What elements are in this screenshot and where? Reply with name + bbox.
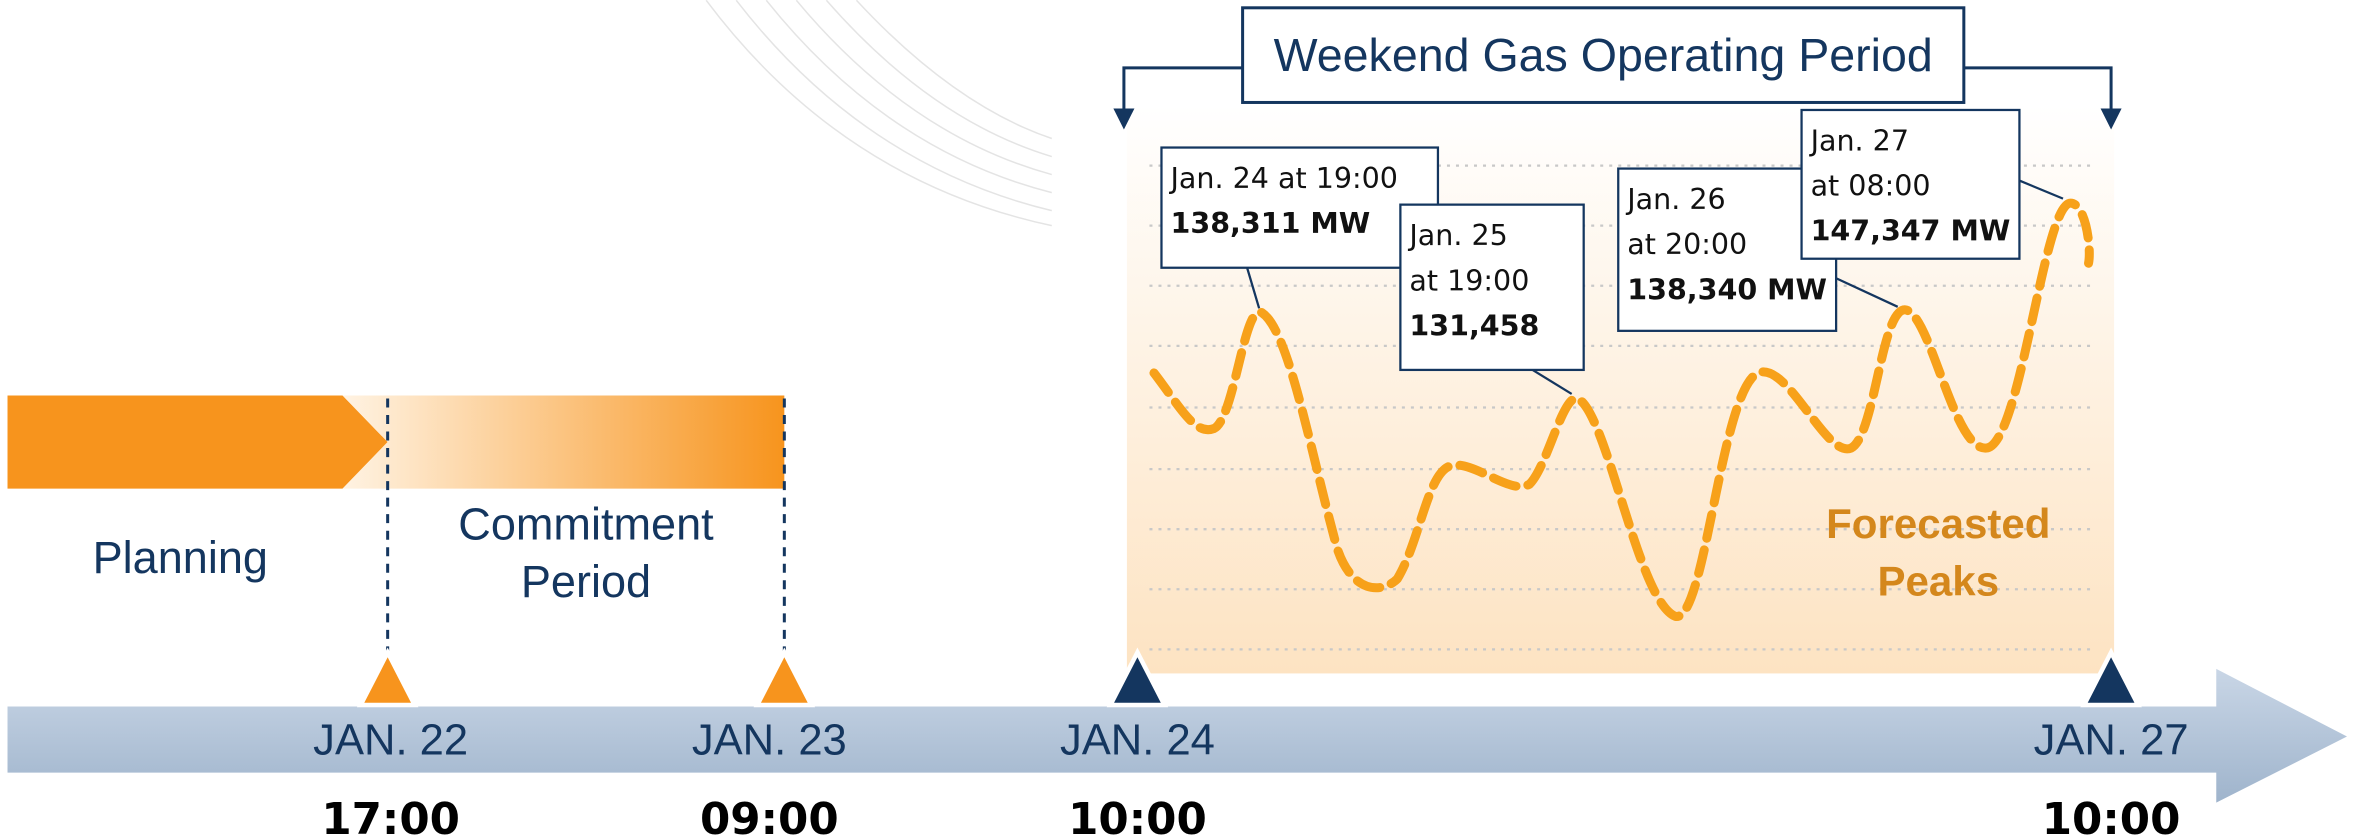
callout-text: Jan. 24 at 19:00: [1168, 162, 1397, 195]
decor-arcs: [705, 0, 1053, 227]
callout-box: [1160, 146, 1440, 269]
callout-leader: [1532, 368, 1573, 395]
callout-text: at 20:00: [1627, 228, 1747, 261]
phase-label: Planning: [93, 532, 268, 583]
milestone-marker: [1106, 647, 1169, 708]
bracket-arrow: [1113, 108, 1135, 130]
milestone-time: 17:00: [321, 795, 460, 839]
forecast-label: Peaks: [1877, 557, 1999, 604]
callout-text: Jan. 27: [1809, 125, 1909, 158]
phase-label: Commitment: [458, 499, 714, 550]
callout-leader: [1835, 277, 1899, 308]
milestone-marker: [356, 647, 419, 708]
milestone-time: 10:00: [1068, 795, 1207, 839]
milestone-marker: [753, 647, 816, 708]
milestone-date: JAN. 22: [313, 717, 468, 765]
milestone-date: JAN. 23: [692, 717, 847, 765]
milestone-date: JAN. 24: [1060, 717, 1215, 765]
phase-label: Period: [521, 556, 651, 607]
milestone-marker: [2080, 647, 2142, 708]
callout-value: 147,347 MW: [1811, 215, 2011, 248]
timeline-arrow: [7, 668, 2347, 803]
callout-value: 131,458: [1409, 309, 1539, 342]
callout-leader: [2018, 179, 2064, 200]
milestone-date: JAN. 27: [2034, 717, 2189, 765]
callout-text: at 08:00: [1811, 170, 1931, 203]
callout-box: [1800, 108, 2021, 260]
callout-text: Jan. 26: [1625, 183, 1725, 216]
phase-dividers: [386, 398, 786, 662]
period-bracket: [1122, 66, 2113, 113]
milestone-time: 09:00: [700, 795, 839, 839]
forecast-label: Forecasted: [1826, 500, 2050, 547]
milestone-time: 10:00: [2042, 795, 2181, 839]
callout-box: [1617, 167, 1838, 332]
callout-leader: [1246, 267, 1261, 309]
forecast-curve: [1149, 198, 2094, 621]
title: Weekend Gas Operating Period: [1274, 29, 1933, 81]
callout-value: 138,340 MW: [1627, 273, 1827, 306]
commitment-bar: [342, 395, 785, 489]
callout-text: Jan. 25: [1407, 219, 1507, 252]
callout-text: at 19:00: [1409, 264, 1529, 297]
callout-value: 138,311 MW: [1170, 207, 1370, 240]
planning-bar: [7, 395, 388, 489]
title-box: [1241, 6, 1966, 104]
bracket-arrow: [2100, 108, 2122, 130]
callout-box: [1399, 203, 1585, 372]
